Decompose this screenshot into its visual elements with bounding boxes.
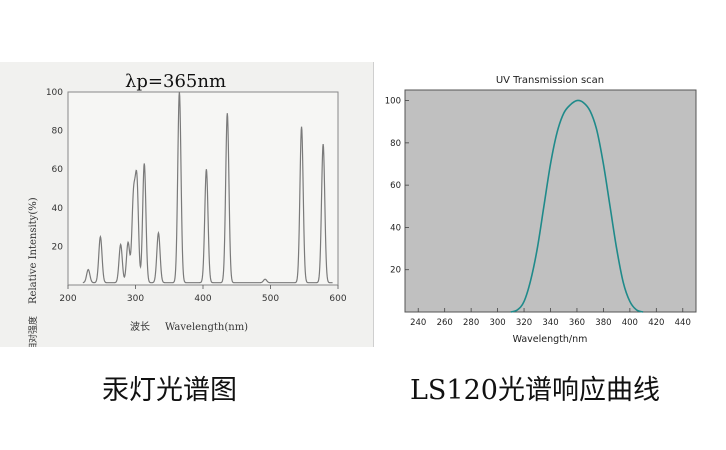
y-tick-label: 40 [52, 204, 64, 214]
mercury-spectrum-panel: 20 40 60 80 100 200 300 400 500 600 λp=365nm 相对强度… [0, 62, 373, 352]
y-tick-label: 80 [390, 139, 401, 149]
mercury-spectrum-chart: 20 40 60 80 100 200 300 400 500 600 λp=365nm 相对强度… [27, 71, 347, 352]
x-tick-label: 320 [516, 318, 532, 328]
y-axis-label: Relative Intensity(%) [28, 197, 39, 304]
x-tick-label: 200 [59, 294, 76, 304]
caption-ls120-response-curve: LS120光谱响应曲线 [410, 375, 660, 406]
x-tick-label: 500 [262, 294, 279, 304]
x-axis-label: Wavelength/nm [513, 334, 588, 345]
x-axis-label-cn: 波长 [130, 320, 150, 333]
y-tick-label: 60 [390, 181, 401, 191]
y-tick-label: 40 [390, 223, 401, 233]
plot-area [404, 89, 697, 313]
x-tick-label: 240 [410, 318, 426, 328]
x-tick-label: 260 [437, 318, 453, 328]
mercury-spectrum-line [82, 91, 333, 284]
x-tick-label: 400 [622, 318, 638, 328]
x-tick-label: 400 [194, 294, 211, 304]
x-tick-label: 420 [648, 318, 664, 328]
x-tick-label: 300 [489, 318, 505, 328]
y-tick-label: 80 [52, 127, 64, 137]
x-tick-label: 300 [127, 294, 144, 304]
y-tick-label: 60 [52, 165, 64, 175]
y-tick-label: 100 [46, 88, 63, 98]
x-tick-label: 600 [329, 294, 346, 304]
chart-title: UV Transmission scan [496, 75, 604, 86]
x-tick-label: 440 [675, 318, 691, 328]
y-tick-label: 20 [52, 242, 64, 252]
uv-transmission-chart: 20 40 60 80 100 240 260 280 300 320 340 360 380 400 42… [385, 75, 697, 345]
x-tick-label: 380 [595, 318, 611, 328]
y-tick-label: 20 [390, 266, 401, 276]
uv-transmission-panel: 20 40 60 80 100 240 260 280 300 320 340 360 380 400 42… [373, 62, 726, 347]
y-tick-label: 100 [385, 97, 401, 107]
plot-frame [67, 91, 339, 286]
x-tick-label: 340 [542, 318, 558, 328]
transmission-curve [510, 99, 644, 313]
x-tick-label: 280 [463, 318, 479, 328]
y-axis-label-cn: 相对强度 [27, 316, 39, 347]
x-tick-label: 360 [569, 318, 585, 328]
caption-mercury-lamp-spectrum: 汞灯光谱图 [102, 375, 237, 406]
peak-annotation: λp=365nm [125, 71, 226, 92]
x-axis-label: Wavelength(nm) [165, 322, 248, 333]
